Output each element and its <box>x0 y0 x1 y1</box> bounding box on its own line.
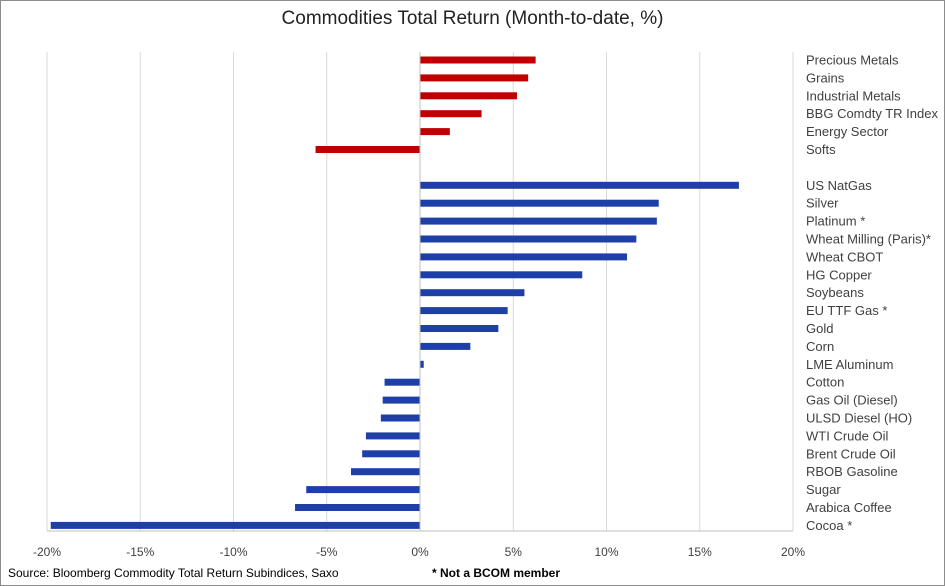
category-label: US NatGas <box>806 178 872 193</box>
bar <box>420 235 637 243</box>
x-tick-label: 15% <box>688 545 712 559</box>
bar <box>420 181 739 189</box>
bar <box>420 199 659 207</box>
category-label: Sugar <box>806 482 841 497</box>
bar <box>420 253 628 261</box>
bars <box>50 56 739 529</box>
x-tick-label: -15% <box>126 545 154 559</box>
bar <box>420 307 508 315</box>
bar <box>420 74 529 82</box>
x-tick-label: -5% <box>316 545 338 559</box>
chart-title: Commodities Total Return (Month-to-date,… <box>281 8 664 29</box>
category-label: Brent Crude Oil <box>806 446 896 461</box>
x-tick-label: -20% <box>33 545 61 559</box>
category-label: HG Copper <box>806 267 872 282</box>
bar <box>382 396 420 404</box>
bar <box>420 92 517 100</box>
category-label: Cocoa * <box>806 518 852 533</box>
grid-lines <box>46 52 794 531</box>
category-labels: Precious Metals Grains Industrial Metals BB… <box>806 53 938 533</box>
category-label: LME Aluminum <box>806 357 893 372</box>
x-tick-label: 0% <box>411 545 429 559</box>
bar <box>295 504 420 511</box>
bar <box>362 450 420 458</box>
x-tick-label: -10% <box>219 545 247 559</box>
bcom-footnote: * Not a BCOM member <box>432 566 561 580</box>
category-label: Industrial Metals <box>806 88 901 103</box>
x-tick-label: 20% <box>781 545 805 559</box>
category-label: Soybeans <box>806 285 864 300</box>
bar <box>420 110 482 118</box>
bar <box>350 468 420 476</box>
axis: -20% -15% -10% -5% 0% 5% 10% 15% 20% <box>33 52 805 559</box>
bar <box>420 325 499 332</box>
bar <box>380 414 420 422</box>
category-label: EU TTF Gas * <box>806 303 887 318</box>
bar <box>420 271 583 279</box>
category-label: Corn <box>806 339 834 354</box>
category-label: Softs <box>806 142 836 157</box>
category-label: ULSD Diesel (HO) <box>806 411 912 426</box>
bar <box>420 360 424 368</box>
bar <box>420 342 471 350</box>
category-label: BBG Comdty TR Index <box>806 106 938 121</box>
category-label: Wheat Milling (Paris)* <box>806 232 931 247</box>
x-tick-label: 10% <box>594 545 618 559</box>
bar <box>315 146 420 153</box>
category-label: Grains <box>806 70 845 85</box>
bar <box>384 378 420 386</box>
category-label: Arabica Coffee <box>806 500 892 515</box>
bar <box>420 56 536 64</box>
bar <box>420 289 525 297</box>
bar <box>306 486 420 494</box>
category-label: Cotton <box>806 375 844 390</box>
category-label: Precious Metals <box>806 53 899 68</box>
bar <box>50 521 420 529</box>
category-label: RBOB Gasoline <box>806 464 898 479</box>
bar <box>420 128 450 136</box>
x-tick-label: 5% <box>505 545 523 559</box>
category-label: Gold <box>806 321 833 336</box>
category-label: Platinum * <box>806 214 865 229</box>
bar <box>365 432 420 440</box>
category-label: Energy Sector <box>806 124 889 139</box>
source-note: Source: Bloomberg Commodity Total Return… <box>8 566 339 580</box>
bar <box>420 217 657 225</box>
category-label: WTI Crude Oil <box>806 428 888 443</box>
category-label: Wheat CBOT <box>806 249 883 264</box>
category-label: Silver <box>806 196 839 211</box>
category-label: Gas Oil (Diesel) <box>806 393 898 408</box>
